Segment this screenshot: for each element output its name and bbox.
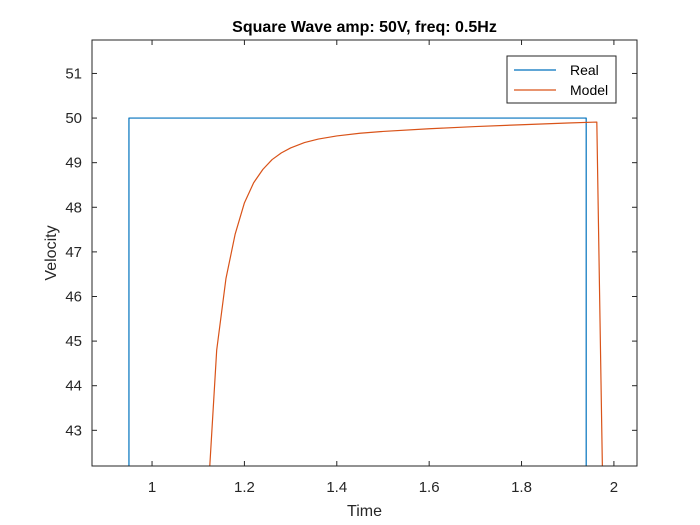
x-tick-label: 1: [148, 479, 156, 496]
x-axis-label: Time: [347, 503, 382, 520]
legend-box: [506, 55, 617, 104]
plot-frame: [91, 39, 638, 467]
series-layer: [128, 117, 603, 466]
y-tick-label: 48: [65, 199, 82, 216]
y-tick-label: 44: [65, 378, 82, 395]
y-tick-label: 46: [65, 288, 82, 305]
legend-label-model: Model: [570, 82, 608, 98]
x-tick-label: 2: [610, 479, 618, 496]
y-tick-label: 49: [65, 155, 82, 172]
series-line-real: [128, 117, 587, 466]
y-tick-label: 43: [65, 422, 82, 439]
legend: Real Model: [506, 55, 617, 104]
y-tick-label: 47: [65, 244, 82, 261]
chart-title: Square Wave amp: 50V, freq: 0.5Hz: [232, 19, 497, 36]
series-line-model: [209, 121, 603, 466]
plot-area: [92, 40, 637, 466]
x-tick-label: 1.6: [419, 479, 440, 496]
y-tick-label: 45: [65, 333, 82, 350]
x-axis-ticks: 1 1.2 1.4 1.6 1.8 2: [148, 40, 618, 496]
x-tick-label: 1.2: [234, 479, 255, 496]
y-axis-label: Velocity: [43, 225, 60, 280]
x-tick-label: 1.4: [326, 479, 347, 496]
legend-label-real: Real: [570, 62, 599, 78]
x-tick-label: 1.8: [511, 479, 532, 496]
y-tick-label: 50: [65, 110, 82, 127]
y-axis-ticks: 43 44 45 46 47 48 49 50 51: [65, 65, 637, 439]
y-tick-label: 51: [65, 65, 82, 82]
